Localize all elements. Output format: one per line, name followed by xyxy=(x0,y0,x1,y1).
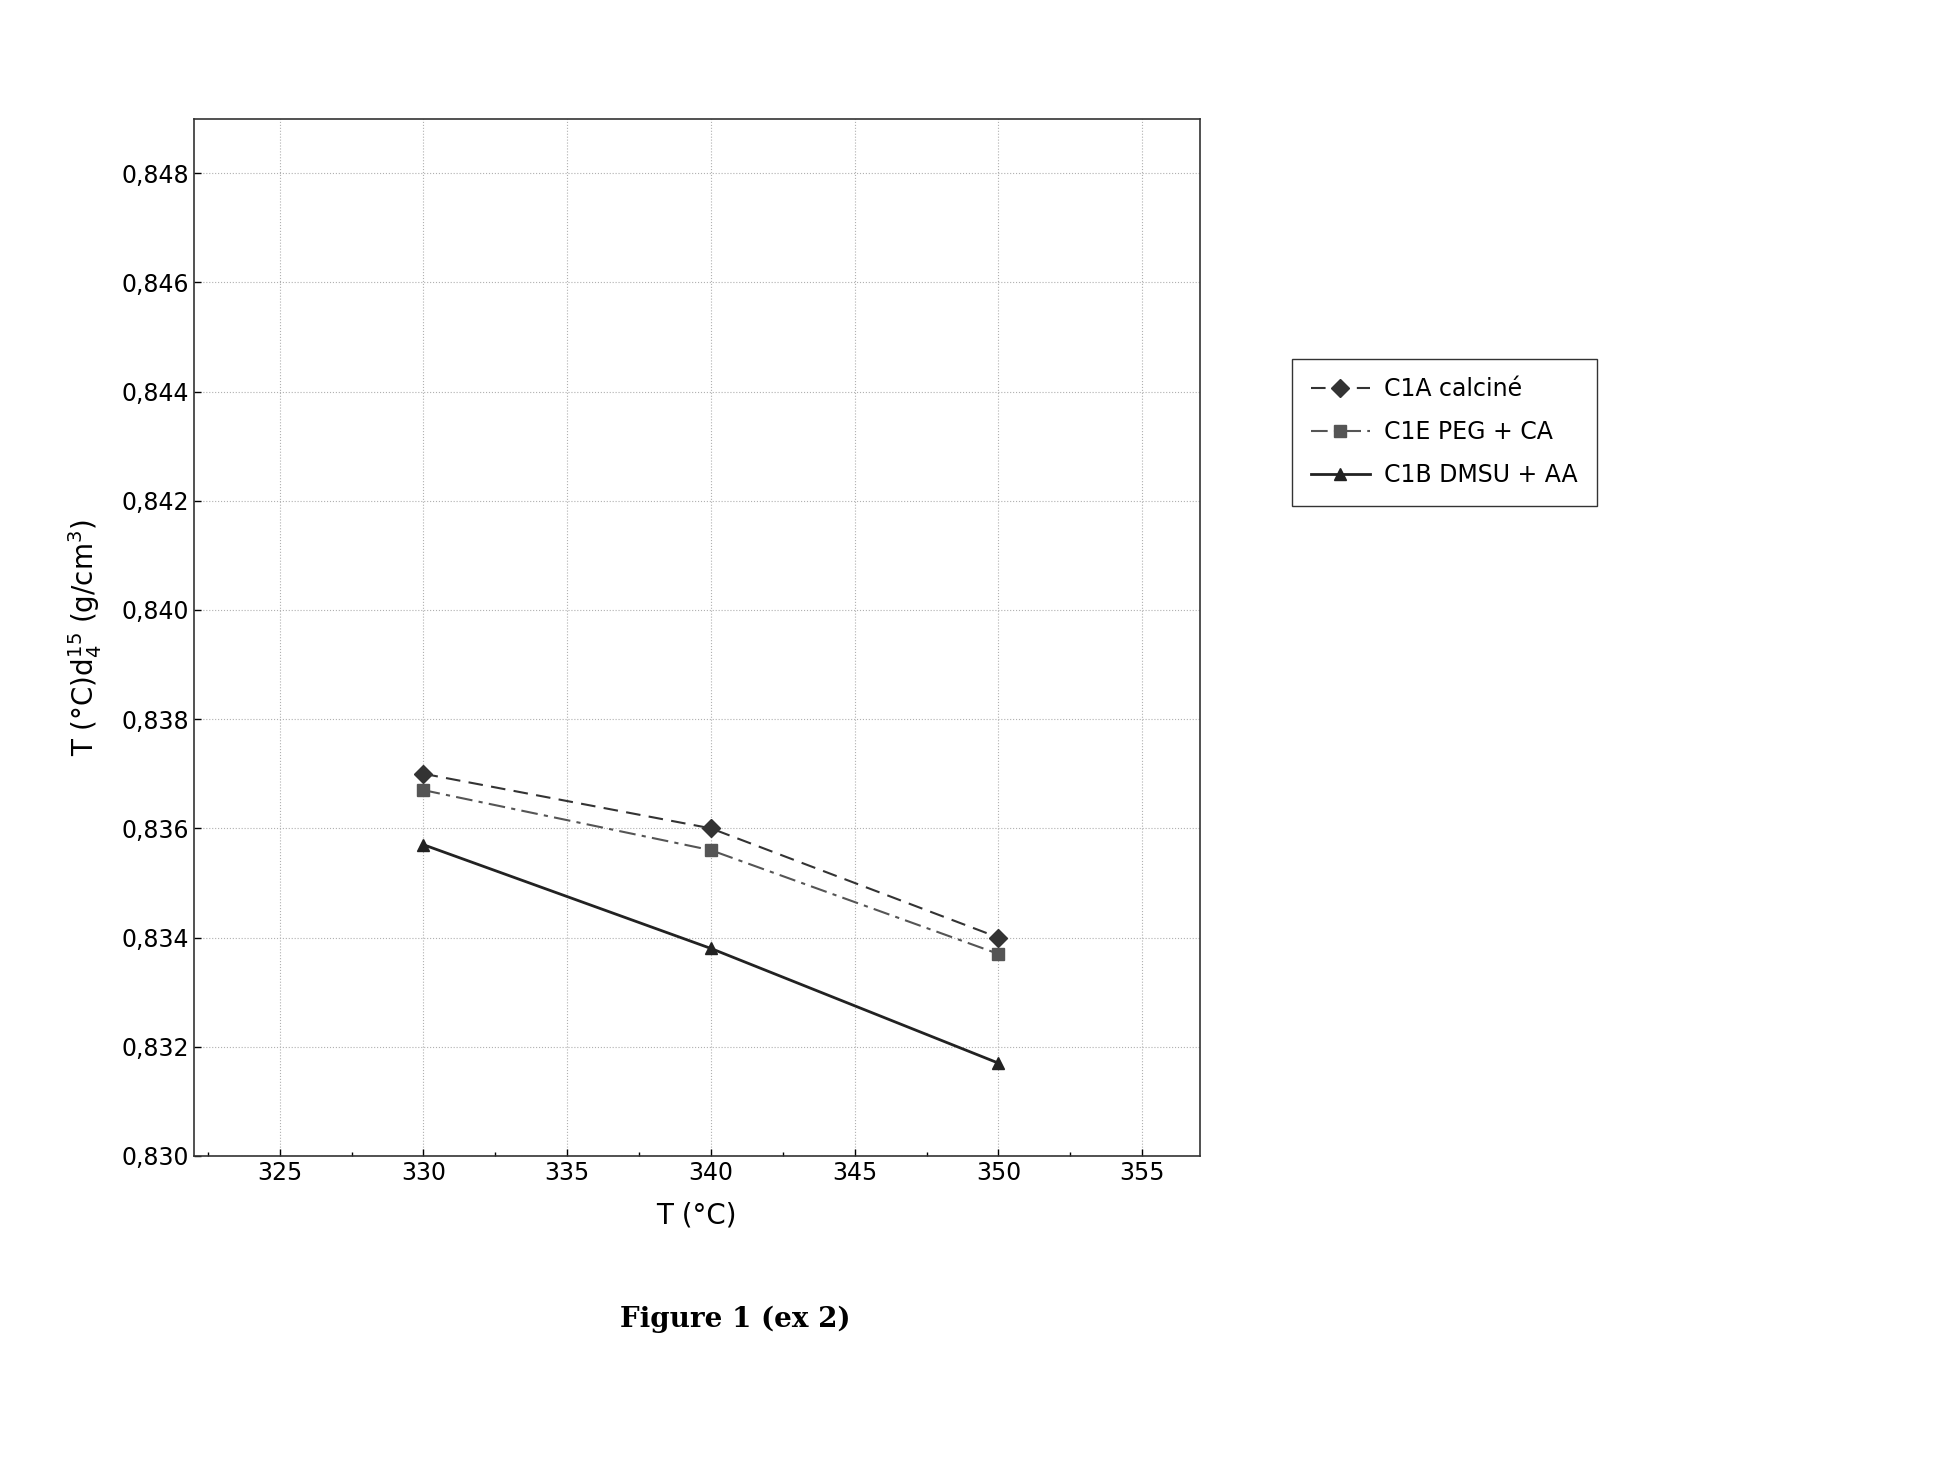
C1A calciné xyxy=(987,929,1010,947)
C1E PEG + CA xyxy=(699,842,722,860)
Line: C1B DMSU + AA: C1B DMSU + AA xyxy=(418,839,1004,1070)
Text: Figure 1 (ex 2): Figure 1 (ex 2) xyxy=(619,1306,851,1332)
C1B DMSU + AA xyxy=(987,1054,1010,1071)
Line: C1E PEG + CA: C1E PEG + CA xyxy=(418,784,1004,960)
C1B DMSU + AA xyxy=(699,940,722,957)
C1A calciné xyxy=(412,765,435,782)
C1A calciné xyxy=(699,820,722,837)
C1E PEG + CA xyxy=(987,946,1010,963)
C1B DMSU + AA xyxy=(412,836,435,854)
X-axis label: T (°C): T (°C) xyxy=(656,1202,737,1230)
Y-axis label: T (°C)d$_4^{15}$ (g/cm$^3$): T (°C)d$_4^{15}$ (g/cm$^3$) xyxy=(66,519,104,756)
C1E PEG + CA xyxy=(412,781,435,799)
Legend: C1A calciné, C1E PEG + CA, C1B DMSU + AA: C1A calciné, C1E PEG + CA, C1B DMSU + AA xyxy=(1293,359,1596,507)
Line: C1A calciné: C1A calciné xyxy=(418,768,1004,944)
